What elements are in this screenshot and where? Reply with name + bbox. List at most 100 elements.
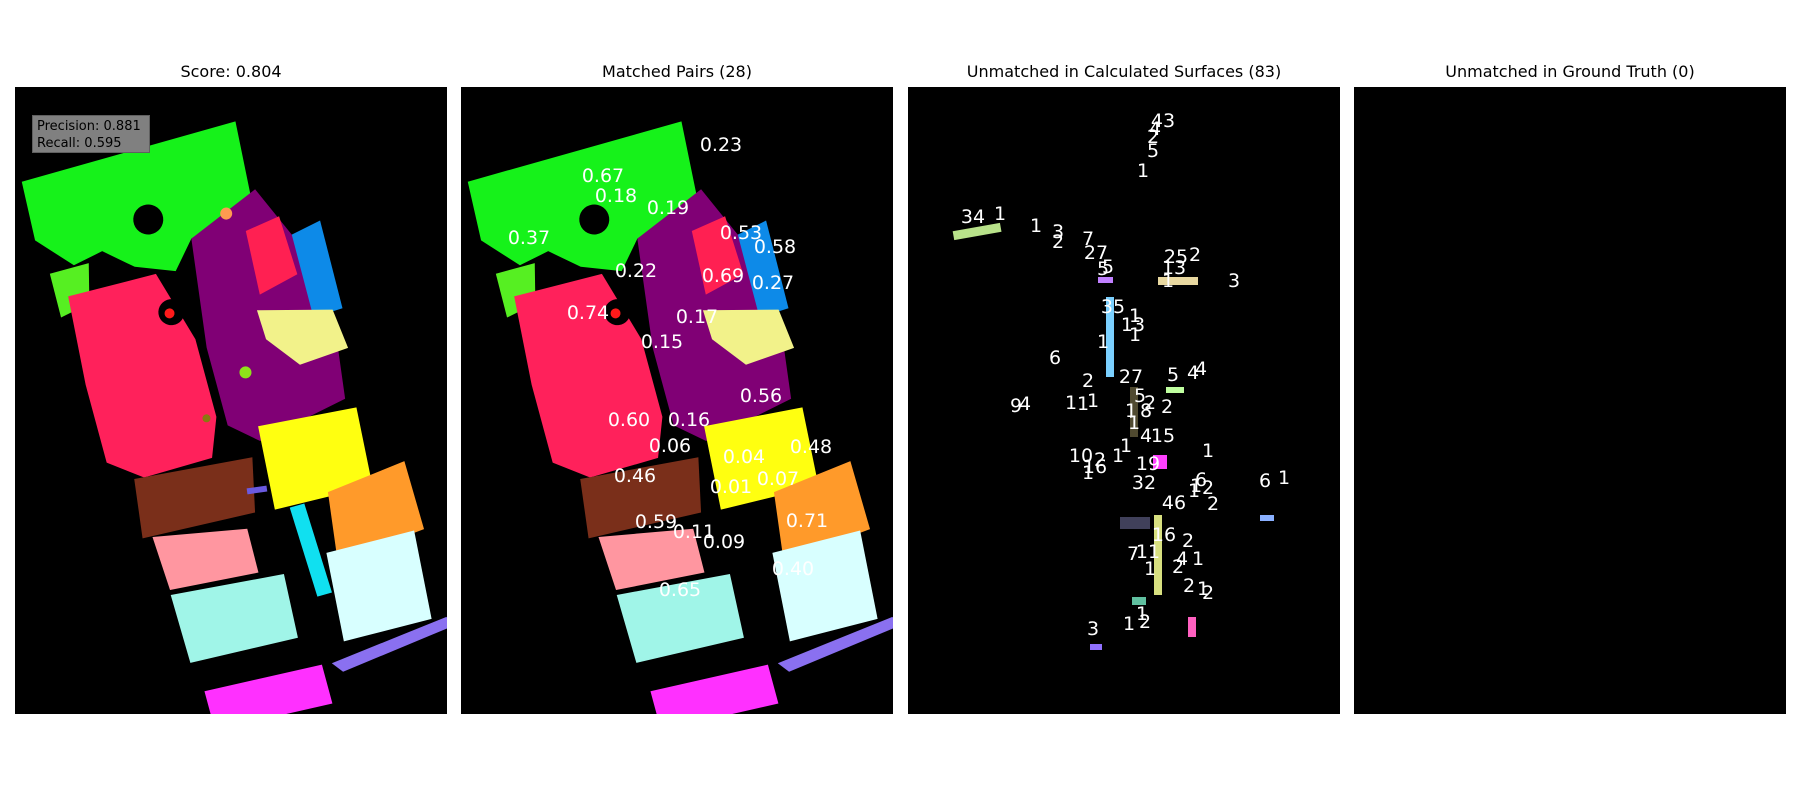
- segmentation-image: [21, 121, 447, 714]
- unmatched-label-22: 1: [1129, 324, 1141, 346]
- unmatched-label-32: 1: [1065, 392, 1077, 414]
- unmatched-calculated-panel: 43 4 2 5 1 34 1 1 3 2 7 27 5 5 25 2 13 1 3 35 1 13 1 1 6 27 5 4 4 2 9 4…: [908, 87, 1340, 714]
- unmatched-label-47: 2: [1094, 449, 1106, 471]
- unmatched-label-70: 2: [1139, 611, 1151, 633]
- unmatched-label-42: 15: [1151, 425, 1175, 447]
- unmatched-label-40: 1: [1128, 412, 1140, 434]
- matched-label-layer: 0.23 0.670.18 0.19 0.530.58 0.37 0.22 0.69 0.27…: [508, 134, 832, 601]
- unmatched-label-0: 43: [1151, 110, 1175, 132]
- unmatched-label-27: 4: [1187, 362, 1199, 384]
- unmatched-label-35: 5: [1134, 385, 1146, 407]
- unmatched-label-39: 2: [1161, 396, 1173, 418]
- matched-label-21: 0.07: [757, 468, 799, 490]
- matched-label-14: 0.60: [608, 409, 650, 431]
- unmatched-label-65: 4: [1176, 548, 1188, 570]
- matched-label-27: 0.65: [659, 579, 701, 601]
- unmatched-label-10: 7: [1082, 228, 1094, 250]
- matched-label-26: 0.40: [772, 558, 814, 580]
- unmatched-label-36: 2: [1144, 392, 1156, 414]
- unmatched-label-55: 6: [1259, 470, 1271, 492]
- unmatched-label-21: 13: [1121, 314, 1145, 336]
- unmatched-label-29: 2: [1082, 370, 1094, 392]
- unmatched-label-67: 2: [1183, 575, 1195, 597]
- unmatched-label-44: 1: [1202, 440, 1214, 462]
- matched-label-2: 0.18: [595, 185, 637, 207]
- unmatched-label-38: 8: [1140, 400, 1152, 422]
- matched-label-22: 0.59: [635, 511, 677, 533]
- unmatched-label-20: 1: [1129, 305, 1141, 327]
- matched-label-23: 0.11: [673, 521, 715, 543]
- unmatched-label-31: 4: [1019, 393, 1031, 415]
- unmatched-label-50: 19: [1136, 453, 1160, 475]
- unmatched-label-7: 1: [1030, 215, 1042, 237]
- matched-label-16: 0.06: [649, 435, 691, 457]
- unmatched-label-71: 3: [1087, 618, 1099, 640]
- panel-title-score: Score: 0.804: [180, 62, 282, 81]
- unmatched-label-66: 1: [1192, 548, 1204, 570]
- matched-label-25: 0.71: [786, 510, 828, 532]
- matched-label-13: 0.56: [740, 385, 782, 407]
- unmatched-label-64: 2: [1172, 556, 1184, 578]
- matched-label-8: 0.69: [702, 265, 744, 287]
- unmatched-label-8: 3: [1052, 221, 1064, 243]
- matched-label-0: 0.23: [700, 134, 742, 156]
- unmatched-label-2: 2: [1147, 126, 1159, 148]
- unmatched-label-74: 2: [1202, 582, 1214, 604]
- matched-label-19: 0.46: [614, 465, 656, 487]
- matched-label-18: 0.48: [790, 436, 832, 458]
- unmatched-label-53: 1: [1190, 475, 1202, 497]
- unmatched-label-61: 7: [1127, 543, 1139, 565]
- matched-label-10: 0.74: [567, 302, 609, 324]
- unmatched-label-45: 1: [1112, 445, 1124, 467]
- unmatched-label-3: 5: [1147, 140, 1159, 162]
- panel-title-matched-pairs: Matched Pairs (28): [602, 62, 752, 81]
- unmatched-label-1: 4: [1149, 118, 1161, 140]
- unmatched-ground-truth-panel: [1354, 87, 1786, 714]
- unmatched-label-48: 16: [1083, 456, 1107, 478]
- matched-label-12: 0.15: [641, 331, 683, 353]
- unmatched-label-41: 4: [1140, 425, 1152, 447]
- unmatched-label-4: 1: [1137, 160, 1149, 182]
- unmatched-label-37: 1: [1125, 400, 1137, 422]
- unmatched-label-59: 16: [1152, 524, 1176, 546]
- unmatched-label-34: 1: [1087, 390, 1099, 412]
- unmatched-label-12: 5: [1097, 258, 1109, 280]
- unmatched-label-6: 1: [994, 203, 1006, 225]
- unmatched-label-56: 1: [1278, 467, 1290, 489]
- unmatched-label-26: 5: [1167, 364, 1179, 386]
- matched-label-9: 0.27: [752, 272, 794, 294]
- unmatched-label-25: 27: [1119, 366, 1143, 388]
- unmatched-label-54: 2: [1202, 477, 1214, 499]
- matched-pairs-image: 0.23 0.670.18 0.19 0.530.58 0.37 0.22 0.69 0.27…: [467, 121, 893, 714]
- score-panel: Precision: 0.881 Recall: 0.595: [15, 87, 447, 714]
- recall-text: Recall: 0.595: [37, 136, 122, 151]
- unmatched-label-9: 2: [1052, 231, 1064, 253]
- unmatched-label-33: 1: [1077, 393, 1089, 415]
- unmatched-label-73: 1: [1188, 480, 1200, 502]
- unmatched-label-17: 1: [1162, 270, 1174, 292]
- unmatched-label-11: 27: [1084, 242, 1108, 264]
- matched-label-7: 0.22: [615, 260, 657, 282]
- unmatched-label-52: 32: [1132, 472, 1156, 494]
- unmatched-label-28: 4: [1195, 358, 1207, 380]
- unmatched-label-23: 1: [1097, 331, 1109, 353]
- unmatched-label-62: 11: [1136, 541, 1160, 563]
- unmatched-label-57: 46: [1162, 492, 1186, 514]
- unmatched-label-15: 2: [1189, 244, 1201, 266]
- unmatched-label-16: 13: [1162, 257, 1186, 279]
- matched-label-5: 0.58: [754, 236, 796, 258]
- matched-label-24: 0.09: [703, 531, 745, 553]
- unmatched-label-63: 1: [1144, 558, 1156, 580]
- panel-title-unmatched-calculated: Unmatched in Calculated Surfaces (83): [966, 62, 1282, 81]
- unmatched-label-30: 9: [1010, 395, 1022, 417]
- unmatched-label-24: 6: [1049, 347, 1061, 369]
- unmatched-label-46: 10: [1069, 445, 1093, 467]
- unmatched-label-68: 1: [1197, 578, 1209, 600]
- unmatched-label-58: 2: [1207, 493, 1219, 515]
- unmatched-label-18: 3: [1228, 270, 1240, 292]
- unmatched-label-69: 1: [1123, 613, 1135, 635]
- matched-label-3: 0.19: [647, 197, 689, 219]
- matched-label-20: 0.01: [710, 476, 752, 498]
